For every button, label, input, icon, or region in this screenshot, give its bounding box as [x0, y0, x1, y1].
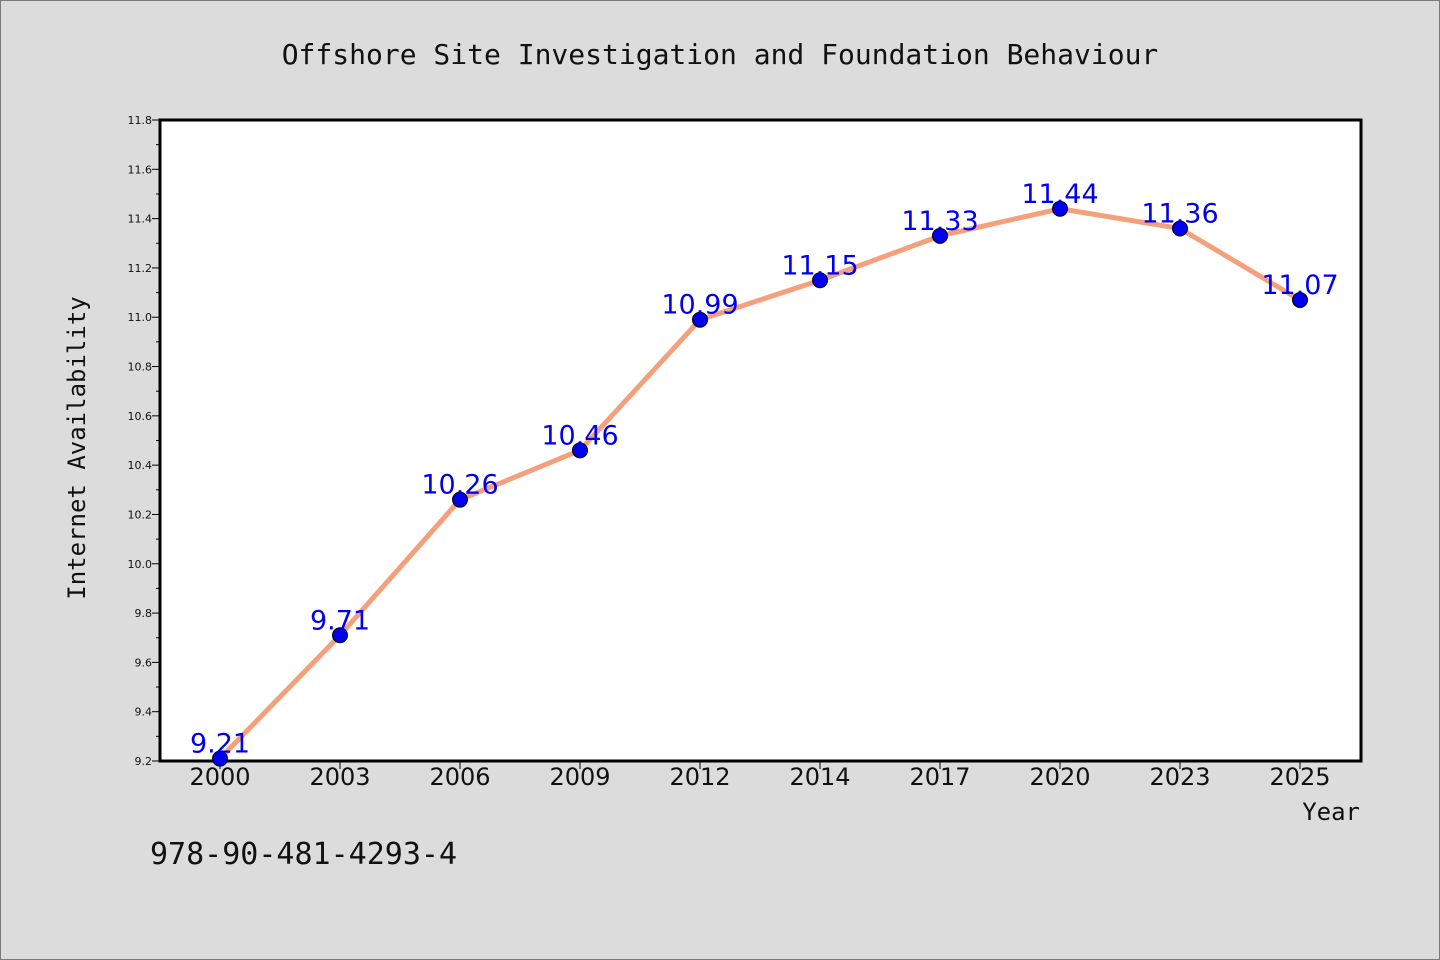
y-tick-label: 9.2	[135, 755, 153, 768]
y-tick-label: 10.6	[128, 410, 153, 423]
isbn-label: 978-90-481-4293-4	[150, 837, 457, 872]
x-tick-label: 2025	[1269, 763, 1330, 791]
y-tick-label: 10.4	[128, 459, 153, 472]
y-tick-label: 11.8	[128, 114, 153, 127]
y-tick-label: 11.2	[128, 262, 153, 275]
data-point	[212, 750, 228, 767]
data-point	[332, 627, 348, 644]
data-label: 11.15	[781, 250, 858, 281]
data-point	[692, 311, 708, 328]
data-label: 11.44	[1021, 179, 1098, 210]
data-label: 10.26	[421, 470, 498, 501]
y-tick-label: 11.6	[128, 163, 153, 176]
y-axis: 9.2 9.4 9.6 9.8 10.0 10.2 10.4 10.6 10.8 11.0 11.2…	[128, 114, 160, 768]
y-tick-label: 9.8	[135, 607, 153, 620]
y-tick-label: 9.4	[135, 706, 153, 719]
x-tick-label: 2020	[1029, 763, 1090, 791]
y-tick-label: 10.8	[128, 361, 153, 374]
data-point	[812, 272, 828, 289]
series-1: 9.21 9.71 10.26 10.46 10.99 11.15 11.33 11.44 11…	[190, 179, 1339, 767]
data-point	[1172, 220, 1188, 237]
x-tick-label: 2017	[909, 763, 970, 791]
data-label: 11.36	[1141, 198, 1218, 229]
data-point	[452, 491, 468, 508]
y-tick-label: 9.6	[135, 656, 153, 669]
data-point	[572, 442, 588, 459]
data-point	[932, 227, 948, 244]
x-axis-label: Year	[1302, 798, 1360, 826]
data-label: 9.71	[310, 605, 370, 636]
data-label: 10.46	[541, 420, 618, 451]
y-tick-label: 10.2	[128, 508, 153, 521]
data-label: 9.21	[190, 729, 250, 760]
x-tick-label: 2003	[309, 763, 370, 791]
y-tick-label: 11.4	[128, 213, 153, 226]
x-tick-label: 2023	[1149, 763, 1210, 791]
x-tick-label: 2012	[669, 763, 730, 791]
x-axis: 2000 2003 2006 2009 2012 2014 2017 2020 2023 2025	[189, 761, 1331, 791]
y-axis-label: Internet Availability	[63, 296, 91, 599]
data-label: 11.33	[901, 206, 978, 237]
x-tick-label: 2000	[189, 763, 250, 791]
chart-title: Offshore Site Investigation and Foundati…	[282, 38, 1159, 71]
x-tick-label: 2009	[549, 763, 610, 791]
y-tick-label: 11.0	[128, 311, 153, 324]
data-point	[1052, 200, 1068, 217]
data-label: 10.99	[661, 290, 738, 321]
data-label: 11.07	[1261, 270, 1338, 301]
x-tick-label: 2006	[429, 763, 490, 791]
series-line	[217, 206, 1303, 762]
data-point	[1292, 291, 1308, 308]
x-tick-label: 2014	[789, 763, 850, 791]
y-tick-label: 10.0	[128, 558, 153, 571]
